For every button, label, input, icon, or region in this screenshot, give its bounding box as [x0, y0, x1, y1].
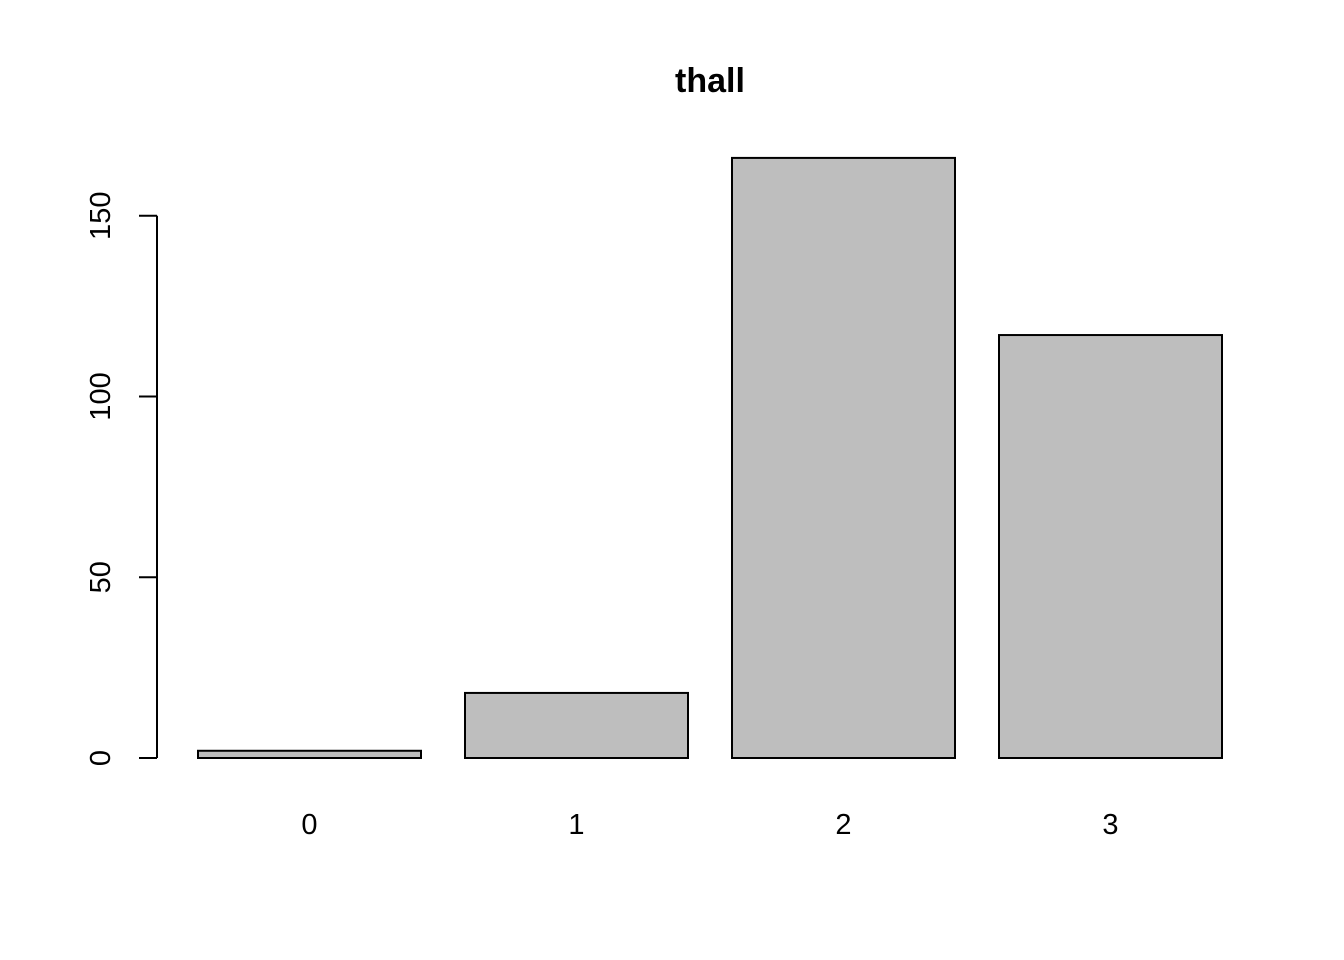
x-tick-label: 2: [835, 809, 851, 841]
x-tick-label: 1: [568, 809, 584, 841]
x-tick-label: 0: [301, 809, 317, 841]
y-tick-label: 100: [85, 372, 117, 420]
bar-1: [464, 691, 689, 759]
chart-title: thall: [675, 62, 745, 100]
y-axis: 0 50 100 150: [85, 192, 158, 766]
bar-2: [731, 156, 956, 760]
bar-0: [197, 749, 422, 760]
y-tick-label: 150: [85, 192, 117, 240]
bars: [197, 156, 1223, 760]
bar-3: [998, 334, 1223, 759]
y-tick-label: 0: [85, 750, 117, 766]
x-axis-labels: 0 1 2 3: [301, 809, 1118, 841]
x-tick-label: 3: [1102, 809, 1118, 841]
y-tick-label: 50: [85, 561, 117, 593]
